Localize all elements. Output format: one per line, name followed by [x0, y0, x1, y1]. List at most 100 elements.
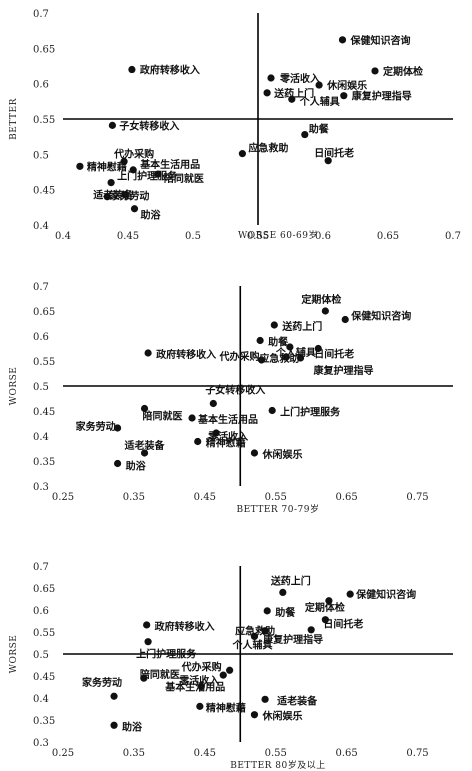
data-point — [279, 588, 287, 596]
x-tick-label: 0.65 — [336, 492, 358, 503]
data-point-label: 适老装备 — [125, 439, 166, 452]
data-point-label: 保健知识咨询 — [350, 34, 411, 47]
data-point — [314, 344, 322, 353]
data-point — [130, 205, 139, 213]
y-tick-label: 0.6 — [33, 80, 49, 91]
data-point — [257, 356, 266, 364]
data-point-label: 零活收入 — [207, 430, 248, 443]
x-tick-label: 0.25 — [52, 492, 74, 503]
x-tick-label: 0.45 — [117, 231, 139, 242]
y-tick-label: 0.65 — [33, 44, 55, 55]
y-tick-label: 0.3 — [33, 738, 49, 749]
scatter-chart-60-69: 0.4 0.45 0.5 0.55 0.6 0.65 0.7 0.4 0.45 0.5 0.55 0.… — [9, 9, 461, 242]
data-point-label: 基本生活用品 — [139, 158, 200, 171]
data-point — [286, 343, 294, 351]
x-tick-label: 0.4 — [55, 231, 71, 242]
data-point — [129, 166, 137, 174]
y-tick-label: 0.55 — [33, 357, 55, 368]
y-tick-label: 0.5 — [33, 650, 49, 661]
y-tick-label: 0.4 — [33, 432, 49, 443]
x-axis-label: BETTER 80岁及以上 — [230, 759, 326, 771]
data-point — [154, 170, 162, 178]
data-point-label: 定期体检 — [305, 601, 345, 614]
y-tick-label: 0.55 — [33, 628, 55, 639]
data-point — [120, 157, 128, 165]
data-point — [267, 74, 275, 82]
y-tick-label: 0.65 — [33, 584, 55, 595]
data-point — [212, 429, 220, 437]
y-tick-label: 0.3 — [33, 482, 49, 493]
data-point — [110, 692, 118, 700]
data-point-label: 个人辅具 — [231, 638, 272, 651]
data-point — [108, 121, 116, 129]
data-point — [107, 179, 115, 187]
x-tick-label: 0.65 — [336, 748, 358, 759]
data-point — [256, 336, 264, 345]
data-point — [144, 349, 152, 357]
y-tick-label: 0.4 — [33, 221, 49, 232]
data-point-label: 送药上门 — [281, 320, 322, 333]
data-point-label: 日间托老 — [314, 348, 354, 361]
y-tick-label: 0.45 — [33, 672, 55, 683]
data-point-label: 助餐 — [275, 606, 296, 619]
data-point-label: 休闲娱乐 — [261, 710, 302, 723]
data-point-label: 应急救助 — [248, 142, 288, 155]
data-point-label: 助餐 — [268, 336, 289, 349]
data-point-label: 康复护理指导 — [263, 633, 323, 646]
data-point-label: 陪同就医 — [164, 172, 204, 185]
data-point — [340, 92, 348, 100]
x-tick-label: 0.75 — [406, 492, 428, 503]
x-tick-label: 0.35 — [123, 748, 145, 759]
data-point-label: 家务劳动 — [76, 420, 116, 433]
data-point-label: 保健知识咨询 — [350, 310, 411, 323]
x-tick-label: 0.55 — [265, 492, 287, 503]
data-point — [103, 193, 111, 201]
y-axis-label: BETTER — [9, 98, 19, 140]
data-point-label: 康复护理指导 — [314, 364, 374, 377]
data-point — [140, 449, 149, 457]
x-tick-label: 0.7 — [445, 231, 461, 242]
data-point — [263, 607, 271, 615]
data-point — [197, 682, 205, 691]
data-point-label: 定期体检 — [301, 293, 341, 306]
data-point-label: 助餐 — [309, 123, 330, 136]
data-point — [188, 414, 196, 422]
data-point-label: 助浴 — [126, 460, 147, 473]
data-point-label: 代办采购 — [219, 350, 260, 363]
data-point-label: 定期体检 — [383, 65, 423, 78]
y-tick-label: 0.5 — [33, 150, 49, 161]
y-tick-label: 0.7 — [33, 282, 49, 293]
data-point-label: 休闲娱乐 — [261, 448, 302, 461]
data-point — [209, 399, 217, 408]
data-point-label: 基本生活用品 — [164, 681, 225, 694]
data-point — [325, 597, 333, 605]
data-point — [321, 616, 329, 624]
y-tick-label: 0.4 — [33, 694, 49, 705]
data-point — [321, 307, 329, 315]
x-tick-label: 0.6 — [315, 231, 331, 242]
y-tick-label: 0.45 — [33, 186, 55, 197]
data-point-label: 休闲娱乐 — [326, 79, 367, 92]
data-point — [196, 702, 204, 710]
x-tick-label: 0.55 — [265, 748, 287, 759]
data-point-label: 适老装备 — [277, 694, 318, 707]
y-tick-label: 0.65 — [33, 307, 55, 318]
data-point — [268, 406, 276, 415]
data-point-label: 适老装备 — [93, 189, 134, 202]
data-point — [140, 674, 148, 682]
y-tick-label: 0.7 — [33, 562, 49, 573]
data-point-label: 精神慰藉 — [87, 160, 127, 173]
data-point — [143, 621, 151, 629]
data-point-label: 助浴 — [141, 209, 162, 222]
y-axis-label: WORSE — [9, 367, 19, 406]
x-tick-label: 0.55 — [247, 231, 269, 242]
data-point — [238, 150, 246, 158]
y-tick-label: 0.7 — [33, 9, 49, 20]
x-axis-label: WORSE 60-69岁 — [238, 229, 318, 241]
data-point — [114, 424, 122, 432]
data-point-label: 上门护理服务 — [136, 648, 197, 661]
data-point-label: 上门护理服务 — [280, 406, 341, 419]
data-point-label: 送药上门 — [273, 87, 314, 100]
scatter-chart-80-plus: 0.25 0.35 0.45 0.55 0.65 0.75 0.3 0.35 0.4 0.45 0.… — [9, 562, 453, 771]
data-point — [261, 627, 269, 635]
